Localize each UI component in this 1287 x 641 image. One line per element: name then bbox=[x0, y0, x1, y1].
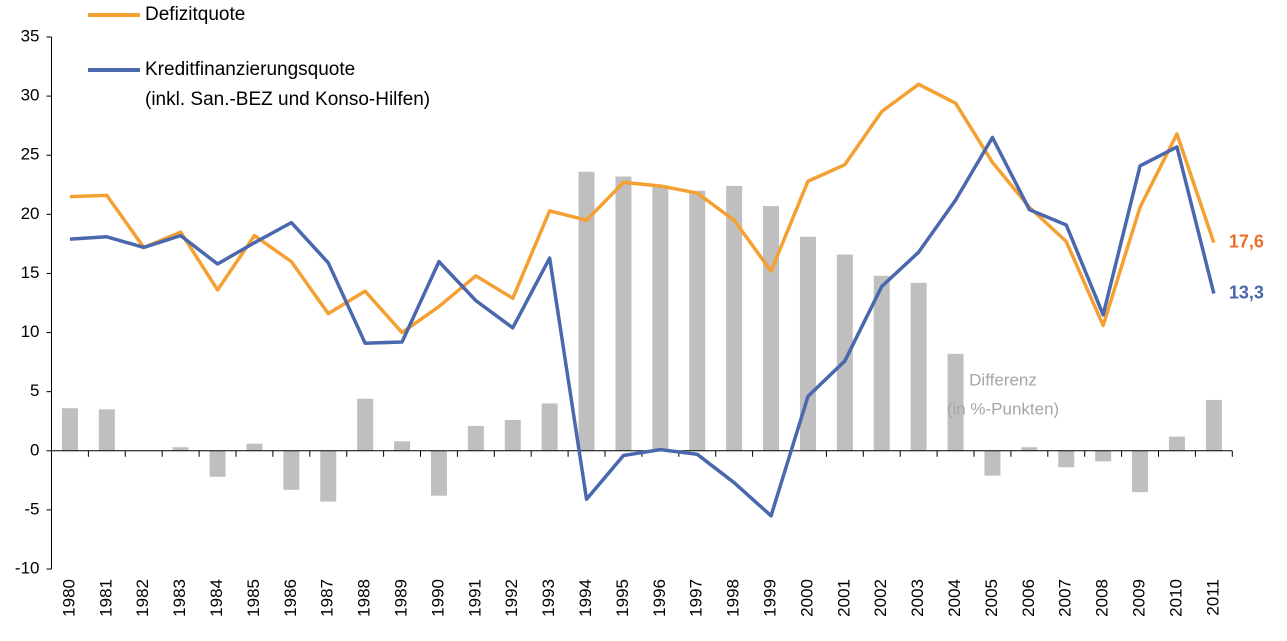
bar bbox=[61, 408, 78, 451]
x-tick-label: 2010 bbox=[1166, 579, 1185, 617]
bar bbox=[726, 185, 743, 451]
x-tick-label: 1982 bbox=[133, 579, 152, 617]
bar bbox=[541, 403, 558, 451]
bar bbox=[172, 447, 189, 451]
bar-label: (in %-Punkten) bbox=[947, 399, 1059, 418]
x-tick-label: 1995 bbox=[613, 579, 632, 617]
x-tick-label: 1989 bbox=[392, 579, 411, 617]
x-tick-label: 1993 bbox=[539, 579, 558, 617]
bar bbox=[1058, 450, 1075, 468]
x-tick-label: 2011 bbox=[1203, 579, 1222, 616]
bar bbox=[1168, 436, 1185, 451]
x-tick-label: 1988 bbox=[355, 579, 374, 617]
x-tick-label: 2005 bbox=[982, 579, 1001, 617]
y-tick-label: 0 bbox=[30, 440, 39, 459]
x-tick-label: 1991 bbox=[465, 579, 484, 617]
y-tick-label: 20 bbox=[21, 204, 40, 223]
x-tick-label: 2003 bbox=[908, 579, 927, 617]
series-line bbox=[69, 82, 1216, 335]
x-tick-label: 2004 bbox=[945, 579, 964, 617]
x-tick-label: 1994 bbox=[576, 579, 595, 617]
bar bbox=[504, 420, 521, 451]
y-tick-label: 25 bbox=[21, 145, 40, 164]
x-tick-label: 2009 bbox=[1130, 579, 1149, 617]
bar bbox=[799, 236, 816, 451]
y-tick-label: -10 bbox=[15, 558, 40, 577]
bar bbox=[689, 190, 706, 451]
y-tick-label: 30 bbox=[21, 86, 40, 105]
bar bbox=[1095, 450, 1112, 462]
bar bbox=[246, 443, 263, 451]
y-tick-label: 35 bbox=[21, 26, 40, 45]
bar bbox=[467, 425, 484, 451]
x-tick-label: 1985 bbox=[244, 579, 263, 617]
bar bbox=[98, 409, 115, 451]
y-tick-label: -5 bbox=[24, 499, 39, 518]
x-tick-label: 1980 bbox=[59, 579, 78, 617]
y-tick-label: 10 bbox=[21, 322, 40, 341]
x-tick-label: 1990 bbox=[428, 579, 447, 617]
bar bbox=[652, 187, 669, 451]
x-tick-label: 1999 bbox=[761, 579, 780, 617]
bar bbox=[910, 282, 927, 451]
bar bbox=[283, 450, 300, 490]
x-tick-label: 1983 bbox=[170, 579, 189, 617]
bar bbox=[394, 441, 411, 451]
y-tick-label: 15 bbox=[21, 263, 40, 282]
legend-label: (inkl. San.-BEZ und Konso-Hilfen) bbox=[145, 89, 430, 110]
legend-label: Defizitquote bbox=[145, 4, 245, 25]
bar-label: Differenz bbox=[969, 370, 1037, 389]
x-tick-label: 1981 bbox=[96, 579, 115, 617]
bar bbox=[947, 353, 964, 451]
x-tick-label: 2008 bbox=[1093, 579, 1112, 617]
bar bbox=[873, 275, 890, 451]
x-tick-label: 2000 bbox=[797, 579, 816, 617]
x-tick-label: 1987 bbox=[318, 579, 337, 617]
y-tick-label: 5 bbox=[30, 381, 39, 400]
x-tick-label: 1986 bbox=[281, 579, 300, 617]
x-tick-label: 2006 bbox=[1019, 579, 1038, 617]
x-tick-label: 1984 bbox=[207, 579, 226, 617]
end-label: 13,3 bbox=[1229, 282, 1264, 302]
end-label: 17,6 bbox=[1229, 231, 1264, 251]
x-tick-label: 1998 bbox=[724, 579, 743, 617]
x-tick-label: 2002 bbox=[871, 579, 890, 617]
bar bbox=[357, 398, 374, 451]
bar bbox=[615, 176, 632, 451]
bar bbox=[763, 206, 780, 451]
bar bbox=[1205, 399, 1222, 451]
bar bbox=[1021, 447, 1038, 451]
bar bbox=[836, 254, 853, 451]
bar bbox=[430, 450, 447, 496]
x-tick-label: 1997 bbox=[687, 579, 706, 617]
x-tick-label: 1996 bbox=[650, 579, 669, 617]
series-line bbox=[69, 135, 1216, 518]
x-tick-label: 2001 bbox=[834, 579, 853, 617]
x-tick-label: 1992 bbox=[502, 579, 521, 617]
legend-label: Kreditfinanzierungsquote bbox=[145, 59, 355, 80]
bar bbox=[209, 450, 226, 477]
bar bbox=[1132, 450, 1149, 493]
bar bbox=[578, 171, 595, 451]
bar bbox=[984, 450, 1001, 476]
x-tick-label: 2007 bbox=[1056, 579, 1075, 617]
bar bbox=[320, 450, 337, 502]
